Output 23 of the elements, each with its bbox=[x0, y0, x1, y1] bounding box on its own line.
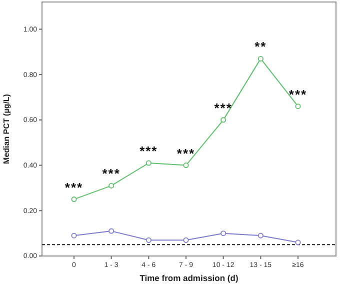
point bbox=[146, 160, 152, 166]
annotation: *** bbox=[214, 100, 232, 116]
point bbox=[183, 162, 189, 168]
annotation: *** bbox=[64, 180, 84, 195]
y-axis-title: Median PCT (µg/L) bbox=[2, 94, 11, 164]
point bbox=[258, 56, 264, 62]
point bbox=[295, 104, 301, 110]
annotation: *** bbox=[176, 146, 196, 161]
point bbox=[220, 230, 226, 236]
point bbox=[295, 240, 301, 246]
annotation: *** bbox=[140, 144, 158, 159]
point bbox=[146, 237, 152, 243]
x-axis-title: Time from admission (d) bbox=[140, 273, 238, 283]
point bbox=[108, 228, 114, 234]
point bbox=[108, 182, 114, 188]
point bbox=[71, 196, 77, 202]
annotation: *** bbox=[102, 166, 120, 182]
annotation: ** bbox=[254, 39, 267, 54]
point bbox=[258, 232, 264, 238]
point bbox=[220, 117, 226, 123]
point bbox=[71, 232, 77, 238]
annotation: *** bbox=[288, 86, 308, 102]
point bbox=[183, 237, 189, 243]
